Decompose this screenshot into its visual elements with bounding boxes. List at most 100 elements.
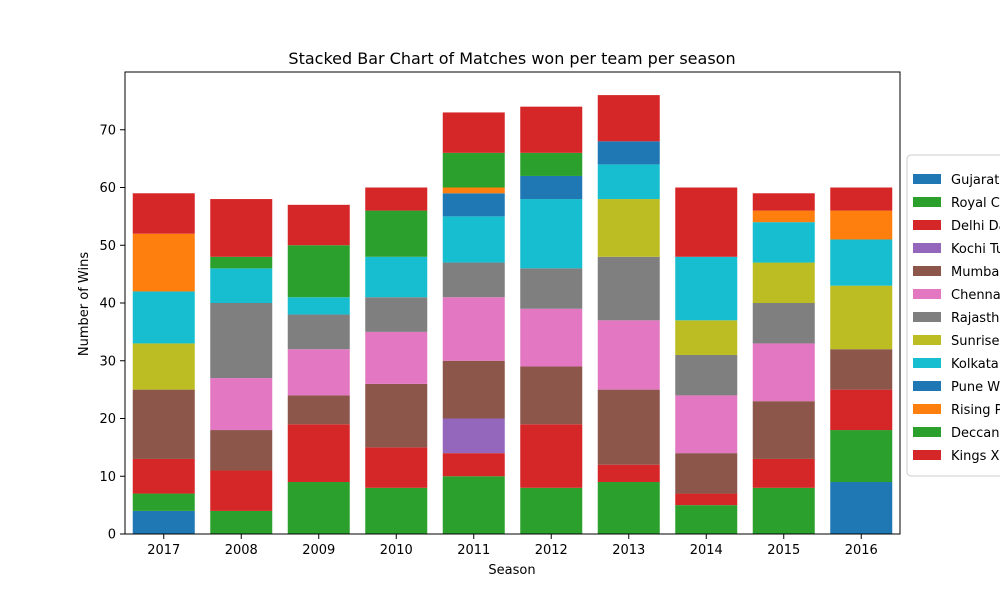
bar-segment-2009-series-1 (287, 482, 350, 534)
bar-segment-2013-series-12 (597, 95, 660, 142)
bar-segment-2008-series-2 (210, 470, 273, 511)
bar-segment-2014-series-6 (675, 354, 738, 396)
bar-segment-2008-series-11 (210, 256, 273, 269)
x-tick-label: 2014 (690, 543, 723, 558)
bar-segment-2013-series-4 (597, 389, 660, 465)
bar-segment-2009-series-4 (287, 395, 350, 425)
bar-segment-2015-series-7 (752, 262, 815, 303)
bar-segment-2010-series-4 (365, 383, 428, 448)
bar-segment-2011-series-11 (442, 152, 505, 188)
bar-segment-2009-series-2 (287, 424, 350, 483)
legend-label-3: Kochi Tuskers Kerala (951, 242, 1000, 257)
bar-segment-2014-series-8 (675, 256, 738, 321)
x-tick-label: 2016 (845, 543, 878, 558)
legend-label-0: Gujarat Lions (951, 173, 1000, 188)
bar-segment-2011-series-3 (442, 418, 505, 454)
legend-swatch-4 (913, 266, 941, 276)
y-tick-label: 60 (99, 181, 116, 196)
x-tick-label: 2011 (457, 543, 490, 558)
bar-segment-2016-series-8 (830, 239, 893, 286)
bar-segment-2015-series-12 (752, 193, 815, 211)
bar-segment-2011-series-6 (442, 262, 505, 298)
legend-label-8: Kolkata Knight Riders (951, 357, 1000, 372)
bar-segment-2010-series-1 (365, 487, 428, 534)
x-tick-label: 2008 (225, 543, 258, 558)
legend-swatch-1 (913, 197, 941, 207)
bar-segment-2016-series-2 (830, 389, 893, 431)
bar-segment-2010-series-5 (365, 331, 428, 384)
x-tick-label: 2009 (302, 543, 335, 558)
x-tick-label: 2013 (612, 543, 645, 558)
legend-swatch-10 (913, 404, 941, 414)
bar-segment-2009-series-11 (287, 245, 350, 298)
bar-segment-2015-series-10 (752, 210, 815, 223)
y-tick-label: 50 (99, 239, 116, 254)
y-tick-label: 30 (99, 354, 116, 369)
bar-segment-2008-series-12 (210, 199, 273, 257)
bar-segment-2010-series-2 (365, 447, 428, 488)
bar-segment-2011-series-12 (442, 112, 505, 153)
bar-segment-2011-series-10 (442, 187, 505, 194)
legend-swatch-7 (913, 335, 941, 345)
bar-segment-2012-series-6 (520, 268, 583, 309)
legend-label-5: Chennai Super Kings (951, 288, 1000, 303)
x-tick-label: 2010 (380, 543, 413, 558)
legend-label-7: Sunrisers Hyderabad (951, 334, 1000, 349)
bar-segment-2015-series-6 (752, 303, 815, 344)
y-tick-label: 20 (99, 412, 116, 427)
bar-segment-2012-series-1 (520, 487, 583, 534)
bar-segment-2015-series-1 (752, 487, 815, 534)
bar-segment-2012-series-2 (520, 424, 583, 488)
bar-segment-2015-series-4 (752, 401, 815, 459)
bar-segment-2016-series-1 (830, 430, 893, 483)
bar-segment-2009-series-5 (287, 349, 350, 396)
y-tick-label: 70 (99, 123, 116, 138)
bar-segment-2017-series-1 (132, 493, 195, 511)
bar-segment-2012-series-4 (520, 366, 583, 425)
bar-segment-2013-series-8 (597, 164, 660, 200)
bar-segment-2010-series-8 (365, 256, 428, 298)
legend-label-2: Delhi Daredevils (951, 219, 1000, 234)
bars-layer (132, 95, 893, 535)
bar-segment-2013-series-9 (597, 141, 660, 165)
bar-segment-2012-series-8 (520, 199, 583, 269)
legend-swatch-5 (913, 289, 941, 299)
bar-segment-2013-series-7 (597, 199, 660, 257)
y-tick-label: 0 (108, 528, 116, 543)
legend-swatch-9 (913, 381, 941, 391)
bar-segment-2016-series-0 (830, 482, 893, 534)
bar-segment-2017-series-12 (132, 193, 195, 234)
chart-title: Stacked Bar Chart of Matches won per tea… (288, 49, 735, 68)
bar-segment-2011-series-8 (442, 216, 505, 263)
legend-swatch-8 (913, 358, 941, 368)
bar-segment-2017-series-10 (132, 233, 195, 292)
bar-segment-2011-series-1 (442, 476, 505, 534)
legend-label-12: Kings XI Punjab (951, 449, 1000, 464)
bar-segment-2017-series-8 (132, 291, 195, 344)
legend-label-4: Mumbai Indians (951, 265, 1000, 280)
y-tick-label: 40 (99, 297, 116, 312)
bar-segment-2013-series-6 (597, 256, 660, 321)
bar-segment-2016-series-10 (830, 210, 893, 240)
bar-segment-2011-series-5 (442, 297, 505, 361)
legend-swatch-11 (913, 427, 941, 437)
bar-segment-2013-series-5 (597, 320, 660, 390)
legend-swatch-2 (913, 220, 941, 230)
bar-segment-2014-series-1 (675, 505, 738, 535)
bar-segment-2016-series-12 (830, 187, 893, 211)
legend: Gujarat Lions Royal Challengers Bangalore… (906, 154, 1000, 477)
x-axis-label: Season (488, 563, 535, 578)
bar-segment-2014-series-7 (675, 320, 738, 355)
bar-segment-2012-series-9 (520, 175, 583, 200)
bar-segment-2014-series-2 (675, 493, 738, 506)
bar-segment-2013-series-2 (597, 464, 660, 483)
bar-segment-2013-series-1 (597, 482, 660, 534)
legend-swatch-6 (913, 312, 941, 322)
legend-box (906, 154, 1000, 477)
legend-label-1: Royal Challengers Bangalore (951, 196, 1000, 211)
bar-segment-2015-series-5 (752, 343, 815, 402)
bar-segment-2008-series-1 (210, 510, 273, 534)
legend-swatch-0 (913, 174, 941, 184)
bar-segment-2015-series-2 (752, 458, 815, 488)
